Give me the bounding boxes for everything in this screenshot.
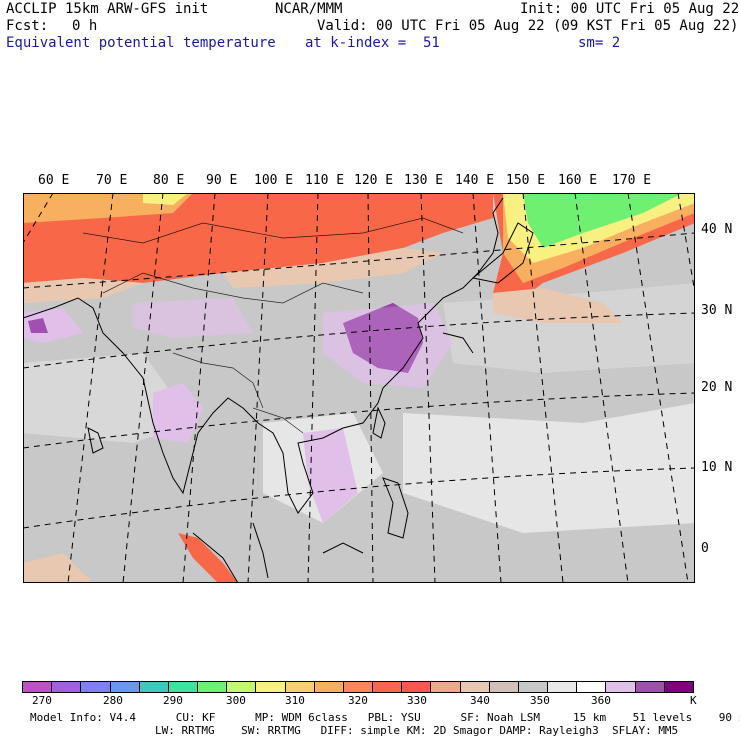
smoothing-info: sm= 2 <box>578 35 621 51</box>
colorbar-swatch <box>110 682 140 692</box>
purple-core-china <box>343 303 423 373</box>
lavender-region-scs <box>303 428 358 523</box>
transition-band <box>23 278 143 303</box>
warm-band-yellow <box>143 193 188 205</box>
colorbar-tick: 310 <box>285 694 305 707</box>
lon-label: 170 E <box>612 173 652 188</box>
lat-label: 40 N <box>701 222 733 237</box>
colorbar-tick: 280 <box>103 694 123 707</box>
lon-label: 110 E <box>305 173 345 188</box>
colorbar-swatch <box>577 682 607 692</box>
warm-patch-southwest <box>23 553 93 583</box>
country-borders <box>82 217 464 434</box>
fcst-value: 0 h <box>72 18 98 34</box>
lat-label: 0 <box>701 541 709 556</box>
lon-label: 70 E <box>96 173 128 188</box>
warm-band-north <box>23 193 493 283</box>
lon-label: 120 E <box>354 173 394 188</box>
colorbar-tick: 290 <box>163 694 183 707</box>
coastlines <box>23 197 534 583</box>
colorbar-swatch <box>373 682 403 692</box>
colorbar-swatch <box>548 682 578 692</box>
colorbar-swatch <box>489 682 519 692</box>
org-label: NCAR/MMM <box>275 1 343 17</box>
lat-label: 30 N <box>701 303 733 318</box>
field-name: Equivalent potential temperature <box>6 35 276 51</box>
colorbar-swatch <box>256 682 286 692</box>
transition-band <box>223 248 443 288</box>
lon-label: 80 E <box>153 173 185 188</box>
colorbar-swatch <box>52 682 82 692</box>
lat-label: 10 N <box>701 460 733 475</box>
graticule <box>23 193 695 583</box>
valid-time: Valid: 00 UTC Fri 05 Aug 22 (09 KST Fri … <box>317 18 739 34</box>
purple-patch-west <box>28 318 48 333</box>
colorbar-swatch <box>198 682 228 692</box>
init-time: Init: 00 UTC Fri 05 Aug 22 <box>520 1 740 17</box>
lat-label: 20 N <box>701 380 733 395</box>
colorbar-swatch <box>81 682 111 692</box>
model-info-line1: Model Info: V4.4 CU: KF MP: WDM 6class P… <box>30 711 740 724</box>
colorbar-tick: 350 <box>530 694 550 707</box>
colorbar-tick: 360 <box>591 694 611 707</box>
lavender-region-tibet <box>133 298 253 338</box>
colorbar-tick: 270 <box>32 694 52 707</box>
model-title: ACCLIP 15km ARW-GFS init <box>6 1 209 17</box>
lon-label: 130 E <box>404 173 444 188</box>
colorbar-swatch <box>664 682 693 692</box>
colorbar-swatch <box>460 682 490 692</box>
colorbar-unit: K <box>690 694 697 707</box>
colorbar-swatch <box>168 682 199 692</box>
colorbar-tick: 340 <box>470 694 490 707</box>
model-info-line2: LW: RRTMG SW: RRTMG DIFF: simple KM: 2D … <box>155 724 679 737</box>
mid-shading-region <box>23 353 193 443</box>
colorbar-swatch <box>402 682 432 692</box>
warm-patch-sumatra <box>178 533 238 583</box>
level-info: at k-index = 51 <box>305 35 440 51</box>
colorbar-swatch <box>285 682 315 692</box>
lon-label: 150 E <box>506 173 546 188</box>
lavender-region-west <box>23 308 83 343</box>
ne-transition-band <box>493 288 623 323</box>
colorbar-swatch <box>518 682 549 692</box>
lon-label: 160 E <box>558 173 598 188</box>
lon-label: 60 E <box>38 173 70 188</box>
light-shading-region <box>403 403 695 533</box>
ne-green-band <box>523 193 683 248</box>
colorbar-swatch <box>23 682 53 692</box>
map-frame <box>23 193 695 583</box>
colorbar-tick: 300 <box>226 694 246 707</box>
colorbar-swatch <box>343 682 374 692</box>
lon-label: 90 E <box>206 173 238 188</box>
colorbar <box>22 681 694 693</box>
colorbar-swatch <box>314 682 344 692</box>
lon-label: 100 E <box>254 173 294 188</box>
theta-e-map <box>23 193 695 583</box>
colorbar-tick: 320 <box>348 694 368 707</box>
colorbar-swatch <box>227 682 257 692</box>
colorbar-swatch <box>139 682 169 692</box>
colorbar-tick: 330 <box>407 694 427 707</box>
fcst-label: Fcst: <box>6 18 49 34</box>
colorbar-swatch <box>431 682 461 692</box>
colorbar-swatch <box>606 682 636 692</box>
lon-label: 140 E <box>455 173 495 188</box>
colorbar-swatch <box>635 682 665 692</box>
